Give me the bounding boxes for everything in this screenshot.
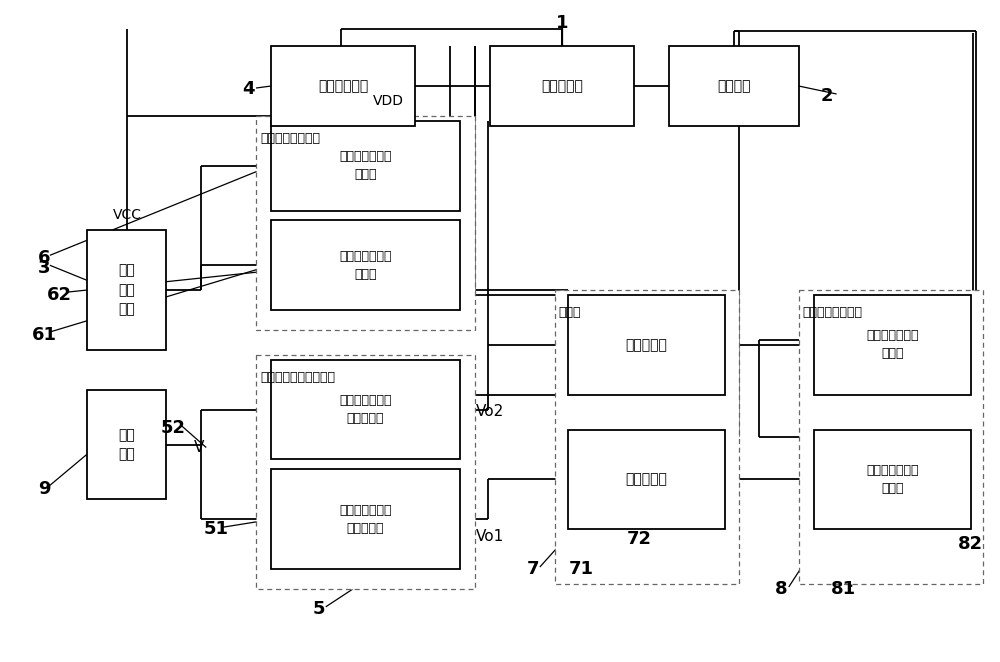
Bar	[271, 220, 460, 310]
Text: 82: 82	[957, 535, 983, 553]
Text: 存储电路: 存储电路	[717, 79, 751, 93]
Bar	[271, 121, 460, 211]
Bar	[256, 116, 475, 330]
Text: 电流信号采集电路: 电流信号采集电路	[260, 132, 320, 145]
Text: 62: 62	[47, 286, 72, 304]
Text: 第一电源输入通
断控制电路: 第一电源输入通 断控制电路	[339, 504, 392, 535]
Text: 2: 2	[820, 87, 833, 105]
Text: 6: 6	[38, 250, 50, 267]
Text: 71: 71	[569, 560, 594, 578]
Text: 第二电流信号采
集电路: 第二电流信号采 集电路	[339, 150, 392, 181]
Bar	[490, 46, 634, 126]
Text: 7: 7	[527, 560, 539, 578]
Text: 第一安定器: 第一安定器	[625, 473, 667, 487]
Text: 第二输出通断控
制电路: 第二输出通断控 制电路	[866, 330, 919, 360]
Text: 51: 51	[204, 520, 229, 538]
Text: 81: 81	[831, 580, 856, 598]
Text: 61: 61	[31, 326, 56, 344]
Text: 8: 8	[775, 580, 787, 598]
Bar	[271, 360, 460, 459]
Text: VCC: VCC	[113, 209, 142, 222]
Text: VDD: VDD	[373, 94, 404, 108]
Text: 1: 1	[555, 15, 568, 32]
Text: 5: 5	[313, 600, 325, 618]
Text: 安定器: 安定器	[559, 306, 581, 319]
Bar	[271, 469, 460, 569]
Text: 4: 4	[242, 80, 254, 98]
Bar	[555, 290, 739, 584]
Bar	[256, 355, 475, 589]
Text: 3: 3	[38, 260, 50, 277]
Text: Vo2: Vo2	[476, 404, 504, 419]
Text: 总控制电路: 总控制电路	[541, 79, 583, 93]
Bar	[87, 230, 166, 350]
Text: 输出通断控制电路: 输出通断控制电路	[803, 306, 863, 319]
Text: 52: 52	[161, 418, 186, 437]
Text: 第二电源输入通
断控制电路: 第二电源输入通 断控制电路	[339, 394, 392, 425]
Bar	[87, 390, 166, 499]
Bar	[568, 295, 725, 395]
Bar	[814, 295, 971, 395]
Bar	[799, 290, 983, 584]
Text: 电源输入通断控制电路: 电源输入通断控制电路	[260, 371, 335, 384]
Bar	[669, 46, 799, 126]
Text: 72: 72	[627, 530, 652, 548]
Text: 9: 9	[38, 481, 50, 498]
Text: 线性稳压电路: 线性稳压电路	[318, 79, 368, 93]
Text: 外部
电源: 外部 电源	[118, 428, 135, 461]
Text: 第一电流信号采
集电路: 第一电流信号采 集电路	[339, 250, 392, 281]
Text: 第一输出通断控
制电路: 第一输出通断控 制电路	[866, 464, 919, 495]
Text: 线性
降压
电路: 线性 降压 电路	[118, 263, 135, 316]
Text: 第二安定器: 第二安定器	[625, 338, 667, 352]
Text: Vo1: Vo1	[476, 529, 504, 544]
Bar	[814, 430, 971, 529]
Text: V: V	[194, 440, 204, 455]
Bar	[568, 430, 725, 529]
Bar	[271, 46, 415, 126]
